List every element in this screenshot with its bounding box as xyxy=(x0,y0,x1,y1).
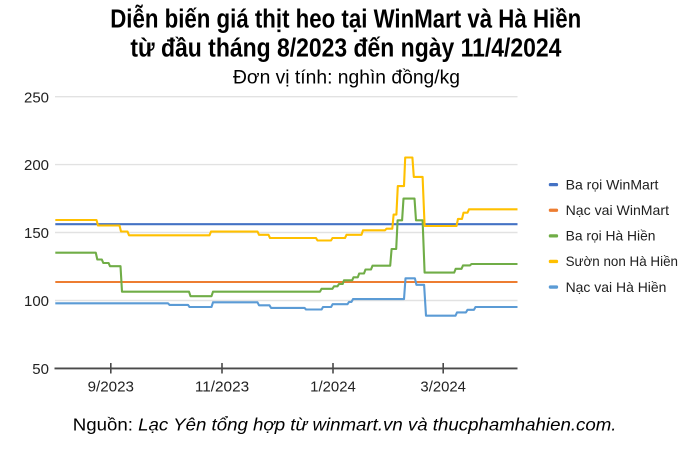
svg-text:Sườn non Hà Hiền: Sườn non Hà Hiền xyxy=(566,254,678,269)
svg-text:200: 200 xyxy=(24,158,49,174)
svg-text:1/2024: 1/2024 xyxy=(310,380,356,396)
svg-text:100: 100 xyxy=(24,294,49,310)
svg-text:từ đầu tháng 8/2023 đến ngày 1: từ đầu tháng 8/2023 đến ngày 11/4/2024 xyxy=(130,33,561,63)
svg-text:Nạc vai WinMart: Nạc vai WinMart xyxy=(566,203,670,218)
svg-text:Nguồn: Lạc Yên tổng hợp từ win: Nguồn: Lạc Yên tổng hợp từ winmart.vn và… xyxy=(73,415,617,435)
svg-text:250: 250 xyxy=(24,90,49,106)
svg-text:Diễn biến giá thịt heo tại Win: Diễn biến giá thịt heo tại WinMart và Hà… xyxy=(110,3,581,33)
svg-text:11/2023: 11/2023 xyxy=(195,380,249,396)
svg-text:Nạc vai Hà Hiền: Nạc vai Hà Hiền xyxy=(566,280,667,295)
svg-text:150: 150 xyxy=(24,226,49,242)
svg-text:Ba rọi Hà Hiền: Ba rọi Hà Hiền xyxy=(566,229,656,244)
svg-text:Ba rọi WinMart: Ba rọi WinMart xyxy=(566,177,659,192)
svg-text:50: 50 xyxy=(32,362,49,378)
svg-text:3/2024: 3/2024 xyxy=(420,380,466,396)
svg-text:Đơn vị tính: nghìn đồng/kg: Đơn vị tính: nghìn đồng/kg xyxy=(233,67,460,89)
svg-text:9/2023: 9/2023 xyxy=(88,380,134,396)
